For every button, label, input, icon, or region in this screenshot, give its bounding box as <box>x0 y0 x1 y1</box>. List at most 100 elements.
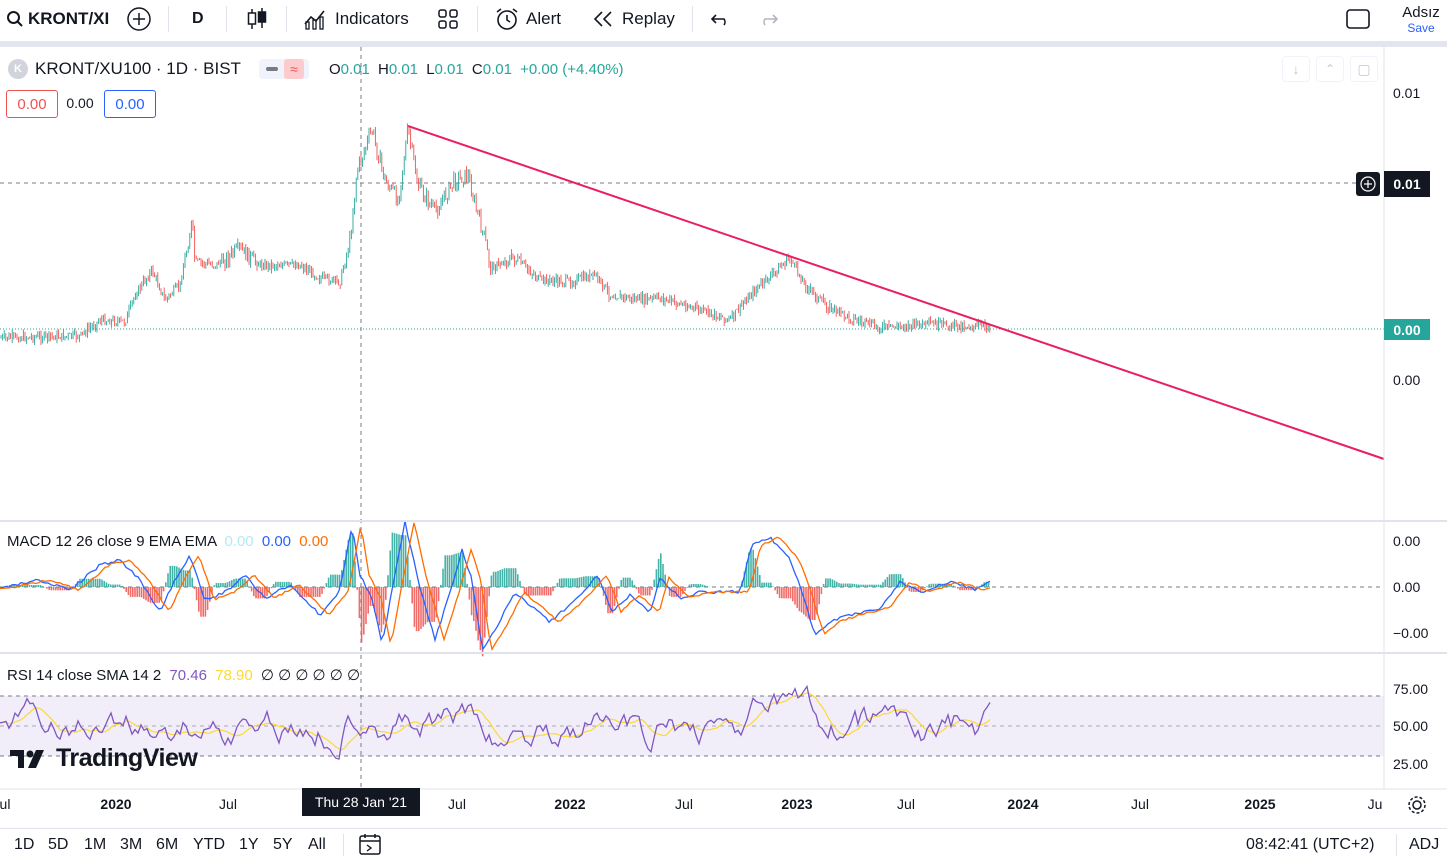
macd-bar <box>838 583 840 587</box>
macd-bar <box>286 582 288 587</box>
macd-bar <box>33 585 35 587</box>
macd-bar <box>48 587 50 590</box>
range-1m[interactable]: 1M <box>84 836 106 854</box>
undo-button[interactable] <box>710 0 732 38</box>
fullscreen-button[interactable] <box>1345 0 1371 38</box>
add-alert-button[interactable] <box>1356 172 1380 196</box>
macd-bar <box>328 578 330 587</box>
chart-type-button[interactable] <box>246 0 268 38</box>
macd-bar <box>645 587 647 595</box>
macd-bar <box>832 579 834 587</box>
macd-bar <box>693 584 695 587</box>
range-all[interactable]: All <box>308 836 326 854</box>
open-value: 0.01 <box>341 61 370 78</box>
sell-button[interactable]: 0.00 <box>6 90 58 118</box>
macd-bar <box>438 587 440 601</box>
range-1y[interactable]: 1Y <box>239 836 259 854</box>
layout-save-button[interactable]: Adsız Save <box>1396 4 1446 35</box>
macd-bar <box>895 574 897 587</box>
templates-button[interactable] <box>437 0 459 38</box>
rsi-legend: RSI 14 close SMA 14 2 70.46 78.90 ∅ ∅ ∅ … <box>7 666 360 684</box>
macd-bar <box>240 579 242 587</box>
macd-bar <box>273 584 275 587</box>
macd-bar <box>163 587 165 591</box>
range-5d[interactable]: 5D <box>48 836 68 854</box>
macd-bar <box>796 587 798 608</box>
trendline-drawing[interactable] <box>408 126 1384 459</box>
macd-bar <box>546 587 548 595</box>
macd-bar <box>957 587 959 589</box>
macd-bar <box>774 587 776 590</box>
macd-bar <box>884 580 886 587</box>
macd-bar <box>46 587 48 589</box>
macd-bar <box>444 555 446 587</box>
move-down-icon[interactable]: ↓ <box>1282 56 1310 82</box>
macd-bar <box>843 584 845 587</box>
close-label: C <box>472 61 483 78</box>
maximize-icon[interactable]: ▢ <box>1350 56 1378 82</box>
macd-bar <box>642 587 644 595</box>
macd-bar <box>576 578 578 587</box>
range-5y[interactable]: 5Y <box>273 836 293 854</box>
ohlc-values: O0.01 H0.01 L0.01 C0.01 +0.00 (+4.40%) <box>329 61 624 78</box>
indicators-label: Indicators <box>335 9 409 29</box>
tradingview-watermark[interactable]: TradingView <box>10 744 197 773</box>
macd-bar <box>40 585 42 587</box>
replay-button[interactable]: Replay <box>592 0 675 38</box>
macd-bar <box>389 551 391 587</box>
macd-bar <box>387 575 389 587</box>
macd-bar <box>691 584 693 587</box>
macd-bar <box>887 577 889 587</box>
macd-bar <box>510 568 512 587</box>
macd-bar <box>491 576 493 587</box>
interval-button[interactable]: D <box>192 0 204 38</box>
macd-bar <box>317 587 319 597</box>
adjust-button[interactable]: ADJ <box>1409 836 1439 854</box>
time-label: Jul <box>1131 796 1149 812</box>
macd-bar <box>398 534 400 587</box>
macd-bar <box>471 587 473 615</box>
chart-settings-button[interactable] <box>1406 794 1428 821</box>
macd-bar <box>579 577 581 587</box>
collapse-icon[interactable]: ⌃ <box>1316 56 1344 82</box>
goto-date-button[interactable] <box>358 832 382 861</box>
time-label: Jul <box>897 796 915 812</box>
macd-bar <box>651 587 653 590</box>
symbol-title[interactable]: KRONT/XU100 · 1D · BIST <box>35 59 241 79</box>
macd-bar <box>504 568 506 587</box>
macd-bar <box>125 587 127 592</box>
macd-bar <box>893 574 895 587</box>
legend-toggle-buttons[interactable]: ≈ <box>259 59 309 79</box>
indicators-button[interactable]: Indicators <box>303 0 409 38</box>
buy-button[interactable]: 0.00 <box>104 90 156 118</box>
macd-bar <box>55 587 57 590</box>
macd-bar <box>42 586 44 587</box>
macd-bar <box>627 578 629 587</box>
macd-bar <box>119 585 121 587</box>
macd-bar <box>99 579 101 587</box>
pane-separator-macd[interactable] <box>0 520 1447 522</box>
pane-separator-rsi[interactable] <box>0 652 1447 654</box>
range-1d[interactable]: 1D <box>14 836 34 854</box>
alert-button[interactable]: Alert <box>494 0 561 38</box>
symbol-search-button[interactable]: KRONT/XI <box>6 0 109 38</box>
macd-bar <box>763 583 765 587</box>
range-ytd[interactable]: YTD <box>193 836 225 854</box>
macd-bar <box>497 571 499 587</box>
symbol-name: KRONT/XI <box>28 9 109 29</box>
redo-button[interactable] <box>757 0 779 38</box>
range-3m[interactable]: 3M <box>120 836 142 854</box>
rsi-axis-25: 25.00 <box>1393 756 1428 772</box>
macd-bar <box>447 555 449 587</box>
clock-timezone[interactable]: 08:42:41 (UTC+2) <box>1246 836 1375 854</box>
macd-bar <box>636 587 638 589</box>
compare-symbol-button[interactable] <box>126 0 152 38</box>
macd-bar <box>92 579 94 587</box>
range-6m[interactable]: 6M <box>156 836 178 854</box>
plus-circle-icon <box>1360 176 1376 192</box>
watermark-text: TradingView <box>56 744 197 773</box>
macd-bar <box>770 583 772 587</box>
macd-title[interactable]: MACD 12 26 close 9 EMA EMA <box>7 533 216 550</box>
macd-bar <box>882 582 884 587</box>
rsi-title[interactable]: RSI 14 close SMA 14 2 <box>7 667 161 684</box>
